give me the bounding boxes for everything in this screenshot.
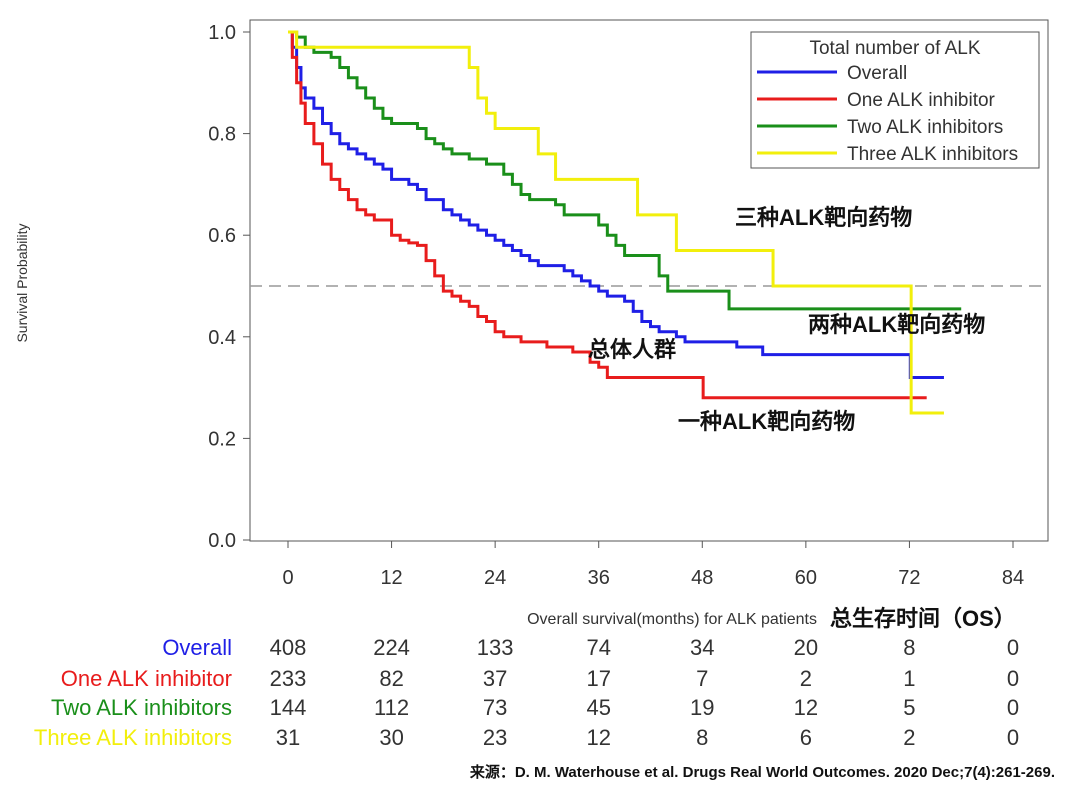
y-tick-label: 0.4: [208, 327, 236, 349]
risk-count: 34: [690, 635, 714, 660]
risk-count: 6: [800, 725, 812, 750]
x-tick-label: 84: [1002, 567, 1024, 589]
x-tick-label: 36: [588, 567, 610, 589]
legend-entry-4: Three ALK inhibitors: [847, 144, 1018, 165]
x-tick-label: 24: [484, 567, 506, 589]
series-line-4: [288, 30, 944, 415]
risk-count: 0: [1007, 635, 1019, 660]
x-tick-label: 48: [691, 567, 713, 589]
legend-entry-1: Overall: [847, 63, 907, 84]
y-tick-label: 0.2: [208, 428, 236, 450]
risk-row-label-3: Two ALK inhibitors: [51, 695, 232, 720]
legend-entry-3: Two ALK inhibitors: [847, 117, 1003, 138]
risk-row-label-2: One ALK inhibitor: [61, 666, 232, 691]
legend-entry-2: One ALK inhibitor: [847, 90, 996, 111]
risk-count: 73: [483, 695, 507, 720]
risk-count: 144: [270, 695, 307, 720]
risk-count: 82: [379, 666, 403, 691]
x-tick-label: 0: [282, 567, 293, 589]
annotation-3: 总体人群: [588, 337, 676, 362]
risk-count: 74: [586, 635, 610, 660]
risk-count: 31: [276, 725, 300, 750]
risk-count: 0: [1007, 695, 1019, 720]
risk-count: 1: [903, 666, 915, 691]
x-tick-label: 60: [795, 567, 817, 589]
risk-count: 37: [483, 666, 507, 691]
x-axis-title-cn: 总生存时间（OS）: [830, 606, 1016, 631]
risk-count: 20: [794, 635, 818, 660]
legend-title: Total number of ALK: [809, 38, 980, 59]
x-axis-title: Overall survival(months) for ALK patient…: [527, 611, 817, 628]
x-tick-label: 72: [898, 567, 920, 589]
x-tick-label: 12: [380, 567, 402, 589]
risk-count: 12: [794, 695, 818, 720]
risk-count: 112: [374, 695, 409, 720]
risk-count: 12: [586, 725, 610, 750]
risk-count: 45: [586, 695, 610, 720]
source-citation: 来源：D. M. Waterhouse et al. Drugs Real Wo…: [469, 763, 1055, 781]
risk-row-label-4: Three ALK inhibitors: [34, 725, 232, 750]
risk-row-label-1: Overall: [162, 635, 232, 660]
risk-count: 5: [903, 695, 915, 720]
risk-count: 19: [690, 695, 714, 720]
risk-count: 8: [696, 725, 708, 750]
series-line-1: [288, 30, 944, 379]
risk-count: 2: [800, 666, 812, 691]
series-line-2: [288, 30, 927, 400]
y-tick-label: 0.8: [208, 124, 236, 146]
plot-area: [249, 19, 1049, 542]
annotation-1: 三种ALK靶向药物: [735, 205, 912, 230]
y-tick-label: 0.6: [208, 225, 236, 247]
y-tick-label: 0.0: [208, 530, 236, 552]
risk-count: 7: [696, 666, 708, 691]
annotation-4: 一种ALK靶向药物: [678, 409, 855, 434]
y-axis-title: Survival Probability: [14, 223, 30, 342]
risk-count: 17: [586, 666, 610, 691]
risk-count: 2: [903, 725, 915, 750]
risk-count: 224: [373, 635, 410, 660]
risk-count: 0: [1007, 666, 1019, 691]
risk-count: 30: [379, 725, 403, 750]
series-line-3: [288, 30, 962, 311]
annotation-2: 两种ALK靶向药物: [808, 312, 985, 337]
risk-count: 233: [270, 666, 307, 691]
y-tick-label: 1.0: [208, 22, 236, 44]
risk-count: 23: [483, 725, 507, 750]
risk-count: 133: [477, 635, 514, 660]
risk-count: 0: [1007, 725, 1019, 750]
risk-count: 8: [903, 635, 915, 660]
risk-count: 408: [270, 635, 307, 660]
